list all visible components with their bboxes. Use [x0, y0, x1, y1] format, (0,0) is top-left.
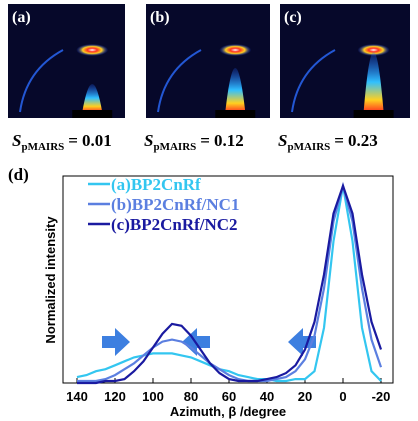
value: 0.23 — [348, 131, 378, 150]
subscript: pMAIRS — [153, 141, 196, 153]
panel-background — [8, 4, 125, 118]
x-tick-label: 80 — [184, 389, 198, 404]
beam-stop — [72, 110, 113, 118]
value: 0.12 — [214, 131, 244, 150]
y-axis-label: Normalized intensity — [43, 216, 58, 344]
symbol: S — [144, 131, 153, 150]
image-panel: (b) — [146, 4, 270, 118]
panel-label: (c) — [284, 9, 302, 26]
panel-background — [146, 4, 270, 118]
panel-label: (a) — [12, 9, 31, 26]
specular-cone — [363, 52, 384, 112]
relation: = — [68, 131, 78, 150]
series-line — [76, 185, 382, 383]
relation: = — [334, 131, 344, 150]
image-panel: (c) — [280, 4, 410, 118]
image-panels: (a)SpMAIRS = 0.01(b)SpMAIRS = 0.12(c)SpMAIRS… — [8, 4, 410, 153]
x-tick-label: 20 — [298, 389, 312, 404]
order-parameter: SpMAIRS = 0.12 — [144, 131, 244, 153]
specular-cone — [225, 68, 246, 112]
x-axis-label: Azimuth, β /degree — [170, 404, 286, 419]
image-panel: (a) — [8, 4, 125, 118]
symbol: S — [278, 131, 287, 150]
order-parameter: SpMAIRS = 0.23 — [278, 131, 378, 153]
panel-label: (b) — [150, 9, 170, 26]
beam-stop — [353, 110, 394, 118]
beam-stop — [215, 110, 256, 118]
series-line — [77, 181, 383, 383]
x-tick-label: 100 — [142, 389, 164, 404]
diffraction-arc — [157, 49, 202, 113]
legend-label: (a)BP2CnRf — [111, 175, 201, 194]
order-parameter: SpMAIRS = 0.01 — [12, 131, 112, 153]
diffraction-spot — [219, 44, 252, 56]
plot-frame — [62, 175, 394, 384]
value: 0.01 — [82, 131, 112, 150]
chart: (d) 140 120 100 80 60 40 20 0 -20 Azimuth, β /degr… — [8, 165, 394, 419]
x-tick-label: 120 — [104, 389, 126, 404]
panel-label: (d) — [8, 165, 29, 184]
diffraction-spot — [357, 44, 390, 56]
panel-background — [280, 4, 410, 118]
x-tick-label: 60 — [222, 389, 236, 404]
specular-cone — [82, 84, 103, 112]
x-tick-label: -20 — [372, 389, 391, 404]
legend-label: (c)BP2CnRf/NC2 — [111, 215, 238, 234]
subscript: pMAIRS — [21, 141, 64, 153]
x-tick-label: 140 — [66, 389, 88, 404]
diffraction-spot — [76, 44, 109, 56]
arrow — [102, 328, 130, 356]
relation: = — [200, 131, 210, 150]
symbol: S — [12, 131, 21, 150]
subscript: pMAIRS — [287, 141, 330, 153]
diffraction-arc — [291, 49, 336, 113]
x-tick-label: 0 — [339, 389, 346, 404]
arrow — [288, 328, 316, 356]
series-line — [77, 182, 383, 385]
diffraction-arc — [19, 49, 64, 113]
legend-label: (b)BP2CnRf/NC1 — [111, 195, 239, 214]
arrows — [102, 328, 316, 356]
x-tick-label: 40 — [260, 389, 274, 404]
